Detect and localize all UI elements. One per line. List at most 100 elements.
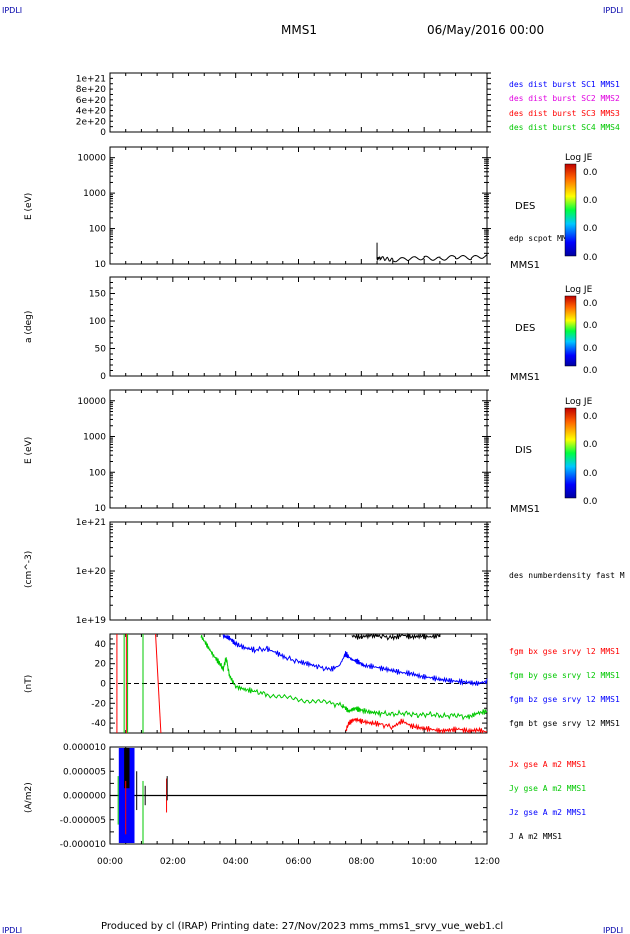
current-ylabel: (A/m2) bbox=[24, 782, 34, 813]
y-tick-label: 100 bbox=[89, 317, 106, 327]
y-tick-label: 6e+20 bbox=[76, 96, 107, 106]
burst-legend-3: des dist burst SC3 MMS3 bbox=[509, 109, 620, 118]
fgm-legend-bx: fgm bx gse srvy l2 MMS1 bbox=[509, 647, 620, 656]
colorbar-tick: 0.0 bbox=[583, 299, 598, 309]
colorbar-gradient bbox=[564, 407, 577, 499]
y-tick-label: 100 bbox=[89, 468, 106, 478]
y-tick-label: -20 bbox=[91, 699, 106, 709]
colorbar-gradient bbox=[564, 295, 577, 367]
fgm-series-line bbox=[200, 634, 488, 721]
y-tick-label: -0.000005 bbox=[60, 816, 106, 826]
y-tick-label: 10 bbox=[95, 504, 107, 514]
burst-legend-1: des dist burst SC1 MMS1 bbox=[509, 80, 620, 89]
panel-dis-energy: E (eV) DIS MMS1 bbox=[24, 389, 540, 515]
fgm-legend-bt: fgm bt gse srvy l2 MMS1 bbox=[509, 719, 620, 728]
footer-credit: Produced by cl (IRAP) Printing date: 27/… bbox=[101, 921, 503, 932]
density-ylabel: (cm^-3) bbox=[24, 551, 34, 588]
y-tick-label: 2e+20 bbox=[76, 117, 107, 127]
panel-density-frame bbox=[109, 521, 488, 621]
y-tick-label: 0 bbox=[100, 372, 106, 382]
current-legend-jx: Jx gse A m2 MMS1 bbox=[509, 760, 586, 769]
dis-energy-species: MMS1 bbox=[510, 504, 540, 515]
fgm-series-line bbox=[351, 632, 441, 642]
colorbar-dis-energy: Log JE 0.0 0.0 0.0 0.0 bbox=[564, 397, 598, 507]
jz-burst-block bbox=[118, 747, 135, 844]
corner-label-br: IPDLI bbox=[603, 926, 623, 934]
time-tick-label: 02:00 bbox=[160, 857, 186, 867]
scpot-line bbox=[376, 254, 488, 263]
burst-legend: des dist burst SC1 MMS1 des dist burst S… bbox=[509, 80, 620, 132]
panel-burst: des dist burst SC1 MMS1 des dist burst S… bbox=[109, 72, 620, 133]
y-tick-label: -40 bbox=[91, 719, 106, 729]
des-pitch-species: MMS1 bbox=[510, 372, 540, 383]
spacecraft-title: MMS1 bbox=[281, 23, 317, 37]
density-legend: des numberdensity fast M bbox=[509, 571, 625, 580]
panel-des-pitch-frame bbox=[109, 276, 488, 377]
y-tick-label: 1e+19 bbox=[76, 616, 107, 626]
date-title: 06/May/2016 00:00 bbox=[427, 23, 544, 37]
dynamic-marks: 00:00 02:00 04:00 06:00 08:00 10:00 12:00 1e+21… bbox=[60, 72, 500, 867]
time-tick-label: 10:00 bbox=[411, 857, 437, 867]
y-tick-label: 20 bbox=[95, 660, 107, 670]
time-tick-label: 12:00 bbox=[474, 857, 500, 867]
colorbar-tick: 0.0 bbox=[583, 469, 598, 479]
burst-legend-4: des dist burst SC4 MMS4 bbox=[509, 123, 620, 132]
colorbar-title: Log JE bbox=[565, 153, 593, 163]
panel-des-energy-frame bbox=[109, 146, 488, 265]
dis-energy-side-label: DIS bbox=[515, 445, 532, 456]
colorbar-title: Log JE bbox=[565, 397, 593, 407]
y-tick-label: 0.000005 bbox=[63, 767, 106, 777]
y-tick-label: 0.000000 bbox=[63, 792, 106, 802]
colorbar-tick: 0.0 bbox=[583, 440, 598, 450]
panel-dis-energy-frame bbox=[109, 389, 488, 509]
time-tick-label: 06:00 bbox=[286, 857, 312, 867]
fgm-series-line bbox=[345, 717, 488, 735]
colorbar-des-pitch: Log JE 0.0 0.0 0.0 0.0 bbox=[564, 285, 598, 376]
j-burst-block bbox=[124, 747, 130, 789]
y-tick-label: 100 bbox=[89, 225, 106, 235]
colorbar-tick: 0.0 bbox=[583, 224, 598, 234]
colorbar-title: Log JE bbox=[565, 285, 593, 295]
des-energy-side-label: DES bbox=[515, 201, 535, 212]
colorbar-tick: 0.0 bbox=[583, 344, 598, 354]
fgm-series-line bbox=[222, 633, 488, 687]
current-legend-j: J A m2 MMS1 bbox=[509, 832, 562, 841]
current-legend-jy: Jy gse A m2 MMS1 bbox=[509, 784, 586, 793]
colorbar-tick: 0.0 bbox=[583, 253, 598, 263]
y-tick-label: 150 bbox=[89, 290, 106, 300]
fgm-legend-by: fgm by gse srvy l2 MMS1 bbox=[509, 671, 620, 680]
y-tick-label: 50 bbox=[95, 345, 107, 355]
des-energy-ylabel: E (eV) bbox=[24, 193, 34, 220]
des-pitch-ylabel: a (deg) bbox=[24, 311, 34, 343]
fgm-legend-bz: fgm bz gse srvy l2 MMS1 bbox=[509, 695, 620, 704]
colorbar-gradient bbox=[564, 163, 577, 257]
y-tick-label: 1000 bbox=[83, 433, 106, 443]
y-tick-label: 1e+20 bbox=[76, 567, 107, 577]
corner-label-bl: IPDLI bbox=[2, 926, 22, 934]
colorbar-tick: 0.0 bbox=[583, 497, 598, 507]
corner-label-tl: IPDLI bbox=[2, 6, 22, 15]
y-tick-label: -0.000010 bbox=[60, 840, 106, 850]
y-tick-label: 40 bbox=[95, 640, 107, 650]
colorbar-tick: 0.0 bbox=[583, 412, 598, 422]
y-tick-label: 1000 bbox=[83, 189, 106, 199]
colorbar-des-energy: Log JE 0.0 0.0 0.0 0.0 bbox=[564, 153, 598, 263]
des-energy-species: MMS1 bbox=[510, 260, 540, 271]
dis-energy-ylabel: E (eV) bbox=[24, 437, 34, 464]
panel-des-energy: E (eV) DES edp scpot MMS1 MMS1 bbox=[24, 146, 577, 271]
y-tick-label: 1e+21 bbox=[76, 518, 106, 528]
corner-label-tr: IPDLI bbox=[603, 6, 623, 15]
des-energy-overlay-label: edp scpot MMS1 bbox=[509, 234, 577, 243]
y-tick-label: 4e+20 bbox=[76, 107, 107, 117]
time-tick-label: 00:00 bbox=[97, 857, 123, 867]
des-pitch-side-label: DES bbox=[515, 323, 535, 334]
y-tick-label: 10000 bbox=[77, 154, 106, 164]
colorbar-tick: 0.0 bbox=[583, 196, 598, 206]
fgm-ylabel: (nT) bbox=[24, 675, 34, 693]
y-tick-label: 10 bbox=[95, 260, 107, 270]
panel-burst-frame bbox=[109, 72, 488, 133]
y-tick-label: 0.000010 bbox=[63, 743, 106, 753]
bx-crossing bbox=[155, 633, 162, 734]
colorbar-tick: 0.0 bbox=[583, 366, 598, 376]
